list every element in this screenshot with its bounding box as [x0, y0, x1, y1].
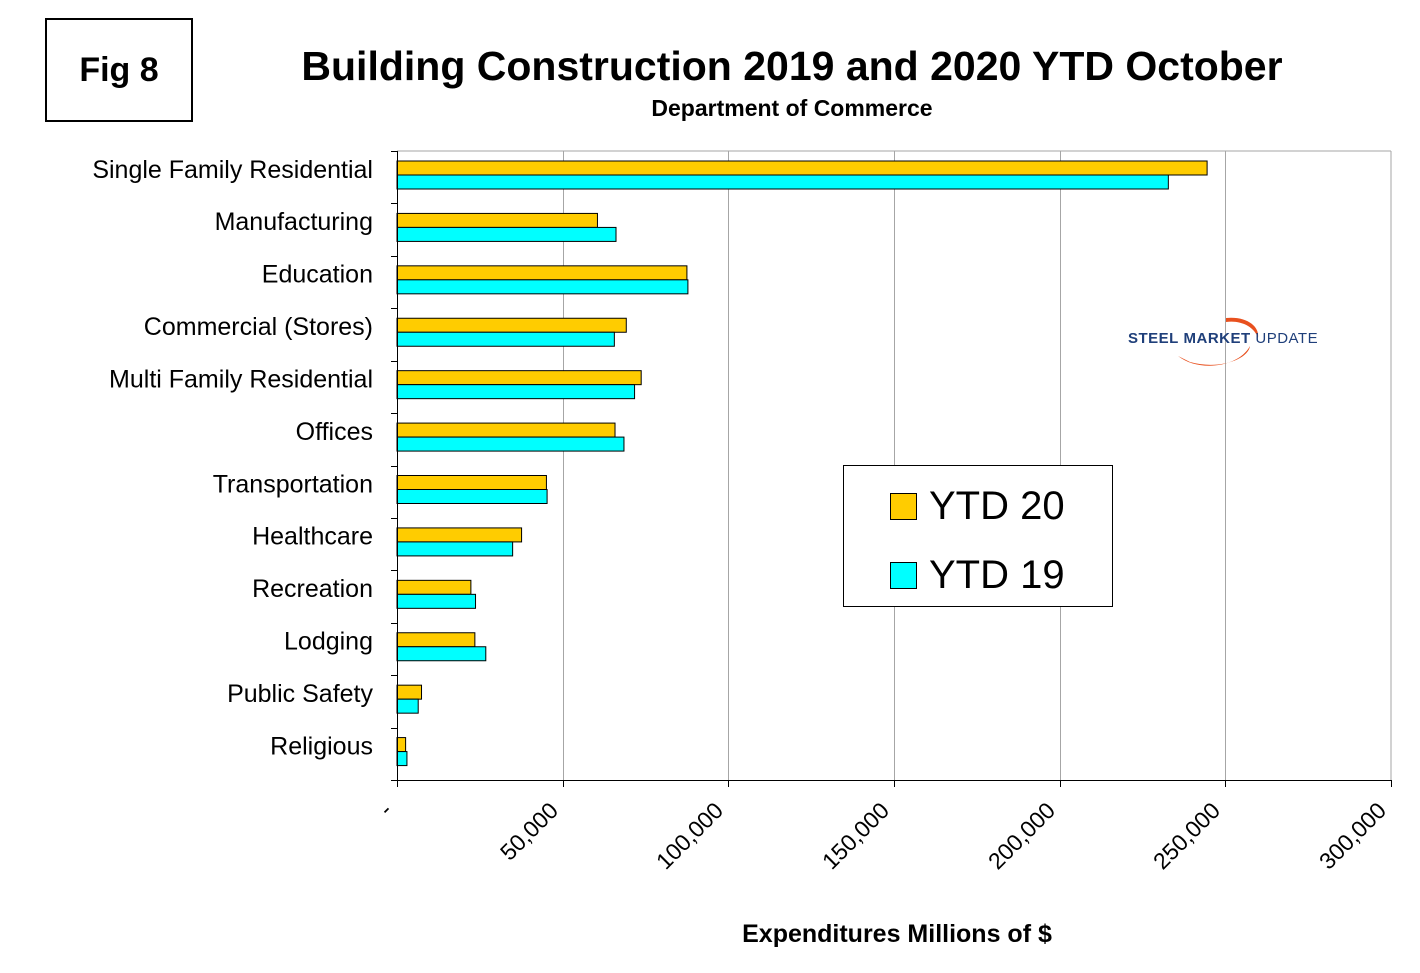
category-label: Multi Family Residential	[109, 365, 373, 393]
category-label: Education	[262, 261, 373, 289]
category-labels: Single Family Residential Manufacturing Ed…	[92, 156, 373, 761]
bar-ytd19-single-family-residential	[396, 174, 1169, 190]
category-label: Manufacturing	[215, 208, 373, 236]
bar-ytd20-commercial-stores	[396, 317, 627, 333]
x-tick-label: 300,000	[1314, 797, 1391, 874]
axes	[391, 151, 1392, 787]
logo-word-steel: STEEL	[1128, 330, 1179, 347]
bar-ytd20-lodging	[396, 632, 476, 648]
x-axis-title: Expenditures Millions of $	[742, 920, 1052, 948]
steel-market-update-logo: STEEL MARKET UPDATE	[1128, 312, 1358, 368]
category-label: Offices	[296, 418, 373, 446]
logo-word-update: UPDATE	[1255, 330, 1319, 347]
legend-label-ytd19: YTD 19	[929, 553, 1065, 597]
bar-ytd20-public-safety	[396, 684, 423, 700]
bar-ytd20-offices	[396, 422, 616, 438]
legend-item-ytd19: YTD 19	[890, 553, 1065, 597]
bar-ytd19-religious	[396, 751, 408, 767]
x-tick-label: 150,000	[817, 797, 894, 874]
bar-ytd20-healthcare	[396, 527, 523, 543]
logo-swoosh-icon	[1178, 317, 1259, 366]
chart-title: Building Construction 2019 and 2020 YTD …	[301, 43, 1283, 89]
figure-label: Fig 8	[45, 18, 193, 122]
x-tick-label: -	[373, 797, 397, 821]
bar-ytd20-single-family-residential	[396, 160, 1208, 176]
chart-subtitle: Department of Commerce	[651, 95, 933, 121]
chart-legend: YTD 20 YTD 19	[843, 465, 1113, 607]
legend-swatch-ytd19	[890, 561, 917, 589]
bar-ytd20-education	[396, 265, 688, 281]
category-label: Commercial (Stores)	[144, 313, 373, 341]
x-tick-label: 50,000	[495, 797, 563, 865]
bar-ytd19-public-safety	[396, 698, 419, 714]
legend-swatch-ytd20	[890, 492, 917, 520]
category-label: Public Safety	[227, 680, 373, 708]
category-label: Single Family Residential	[92, 156, 373, 184]
bar-ytd19-recreation	[396, 593, 477, 609]
bar-ytd19-healthcare	[396, 541, 514, 557]
bar-ytd20-religious	[396, 737, 407, 753]
category-label: Lodging	[284, 628, 373, 656]
category-label: Recreation	[252, 575, 373, 603]
legend-label-ytd20: YTD 20	[929, 484, 1065, 528]
x-tick-label: 250,000	[1148, 797, 1225, 874]
bar-ytd20-manufacturing	[396, 212, 598, 228]
bar-ytd19-manufacturing	[396, 226, 617, 242]
bar-ytd19-transportation	[396, 489, 548, 504]
category-label: Healthcare	[252, 523, 373, 551]
x-tick-labels: - 50,000 100,000 150,000 200,000 250,000 300,0…	[373, 797, 1391, 874]
bar-ytd19-education	[396, 279, 689, 295]
bars	[396, 160, 1208, 767]
x-tick-label: 100,000	[651, 797, 728, 874]
bar-ytd19-commercial-stores	[396, 331, 615, 347]
category-label: Religious	[270, 732, 373, 760]
legend-item-ytd20: YTD 20	[890, 484, 1065, 528]
bar-ytd20-transportation	[396, 475, 547, 490]
bar-ytd20-recreation	[396, 579, 472, 595]
x-tick-label: 200,000	[983, 797, 1060, 874]
logo-word-market: MARKET	[1183, 330, 1251, 347]
bar-ytd19-lodging	[396, 646, 487, 662]
bar-ytd20-multi-family-residential	[396, 370, 642, 386]
bar-ytd19-offices	[396, 436, 625, 452]
bar-ytd19-multi-family-residential	[396, 384, 636, 400]
category-label: Transportation	[213, 470, 373, 498]
